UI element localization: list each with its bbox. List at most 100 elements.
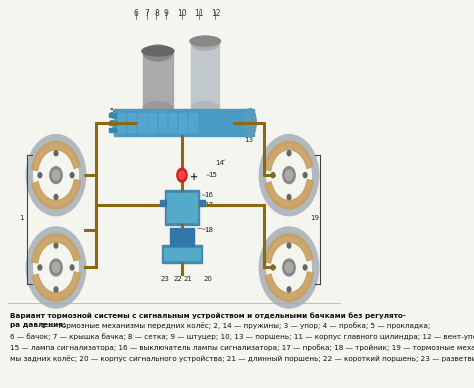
- Text: 20: 20: [204, 276, 213, 282]
- Circle shape: [34, 237, 78, 298]
- Circle shape: [303, 265, 307, 270]
- Text: 19: 19: [310, 215, 319, 221]
- Bar: [179, 113, 186, 132]
- Bar: [148, 113, 156, 132]
- Ellipse shape: [190, 36, 220, 46]
- Text: 23: 23: [160, 276, 169, 282]
- Text: 14: 14: [215, 160, 224, 166]
- Text: Вариант тормозной системы с сигнальным устройством и отдельными бачками без регу: Вариант тормозной системы с сигнальным у…: [10, 312, 406, 319]
- Text: 13: 13: [245, 137, 254, 144]
- Bar: [160, 200, 166, 206]
- Wedge shape: [32, 272, 81, 301]
- Text: 1: 1: [19, 215, 24, 221]
- Bar: [200, 200, 205, 206]
- Wedge shape: [32, 234, 80, 263]
- Ellipse shape: [191, 36, 219, 50]
- Circle shape: [283, 167, 295, 184]
- Circle shape: [26, 135, 86, 216]
- Wedge shape: [265, 180, 313, 209]
- Text: 22: 22: [173, 276, 182, 282]
- Circle shape: [287, 151, 291, 156]
- Ellipse shape: [245, 109, 256, 137]
- Text: 15 — лампа сигнализатора; 16 — выключатель лампы сигнализатора; 17 — пробка; 18 : 15 — лампа сигнализатора; 16 — выключате…: [10, 344, 474, 351]
- Circle shape: [70, 173, 74, 178]
- Circle shape: [259, 227, 319, 308]
- Text: 15: 15: [208, 172, 217, 178]
- Text: 17: 17: [204, 202, 213, 208]
- Circle shape: [287, 243, 291, 248]
- Circle shape: [287, 194, 291, 199]
- Text: 1 — тормозные механизмы передних колёс; 2, 14 — пружины; 3 — упор; 4 — пробка; 5: 1 — тормозные механизмы передних колёс; …: [39, 322, 430, 329]
- Circle shape: [267, 145, 311, 206]
- Text: 16: 16: [204, 192, 213, 198]
- Circle shape: [70, 265, 74, 270]
- Circle shape: [267, 237, 311, 298]
- Circle shape: [38, 265, 42, 270]
- Circle shape: [259, 135, 319, 216]
- Text: +: +: [190, 172, 199, 182]
- Text: 8: 8: [154, 9, 159, 18]
- Text: 7: 7: [145, 9, 149, 18]
- Wedge shape: [265, 272, 313, 301]
- Text: 21: 21: [183, 276, 192, 282]
- Circle shape: [271, 265, 275, 270]
- Circle shape: [54, 194, 58, 199]
- Bar: [189, 113, 197, 132]
- Circle shape: [285, 170, 293, 180]
- Circle shape: [177, 168, 187, 182]
- Bar: [169, 113, 176, 132]
- Circle shape: [287, 287, 291, 292]
- Text: ра давления:: ра давления:: [10, 322, 66, 328]
- Bar: [128, 113, 136, 132]
- Ellipse shape: [191, 102, 219, 114]
- Text: 18: 18: [204, 227, 213, 233]
- Bar: [246, 109, 254, 137]
- Circle shape: [54, 151, 58, 156]
- Bar: [191, 43, 219, 107]
- Circle shape: [50, 167, 62, 184]
- Text: 9: 9: [164, 9, 168, 18]
- Circle shape: [26, 227, 86, 308]
- Circle shape: [271, 173, 275, 178]
- Circle shape: [54, 243, 58, 248]
- Bar: [162, 245, 202, 263]
- Bar: [109, 113, 117, 116]
- Wedge shape: [264, 234, 313, 263]
- Text: 6: 6: [134, 9, 138, 18]
- Ellipse shape: [143, 102, 173, 114]
- Text: 2: 2: [110, 125, 114, 132]
- Ellipse shape: [142, 46, 174, 56]
- Wedge shape: [264, 141, 313, 171]
- Bar: [167, 193, 197, 222]
- Wedge shape: [32, 180, 81, 209]
- Text: 11: 11: [195, 9, 204, 18]
- Text: 4: 4: [110, 114, 114, 120]
- Text: 6 — бачок; 7 — крышка бачка; 8 — сетка; 9 — штуцер; 10, 13 — поршень; 11 — корпу: 6 — бачок; 7 — крышка бачка; 8 — сетка; …: [10, 333, 474, 340]
- Circle shape: [285, 262, 293, 272]
- Bar: [109, 121, 117, 125]
- Circle shape: [52, 170, 60, 180]
- Bar: [143, 53, 173, 107]
- Circle shape: [179, 171, 185, 179]
- Bar: [165, 190, 199, 225]
- Text: мы задних колёс; 20 — корпус сигнального устройства; 21 — длинный поршень; 22 — : мы задних колёс; 20 — корпус сигнального…: [10, 355, 474, 362]
- Bar: [159, 113, 166, 132]
- Bar: [164, 248, 200, 260]
- Bar: [118, 113, 125, 132]
- Text: 10: 10: [177, 9, 187, 18]
- Text: 5: 5: [110, 107, 114, 114]
- Wedge shape: [32, 141, 80, 171]
- Text: 12: 12: [211, 9, 220, 18]
- Bar: [114, 109, 249, 137]
- Circle shape: [52, 262, 60, 272]
- Text: 3: 3: [110, 120, 114, 125]
- Ellipse shape: [143, 45, 173, 61]
- Bar: [138, 113, 146, 132]
- Circle shape: [34, 145, 78, 206]
- Circle shape: [54, 287, 58, 292]
- Circle shape: [38, 173, 42, 178]
- Circle shape: [50, 259, 62, 276]
- Bar: [170, 228, 193, 246]
- Bar: [109, 128, 117, 132]
- Circle shape: [303, 173, 307, 178]
